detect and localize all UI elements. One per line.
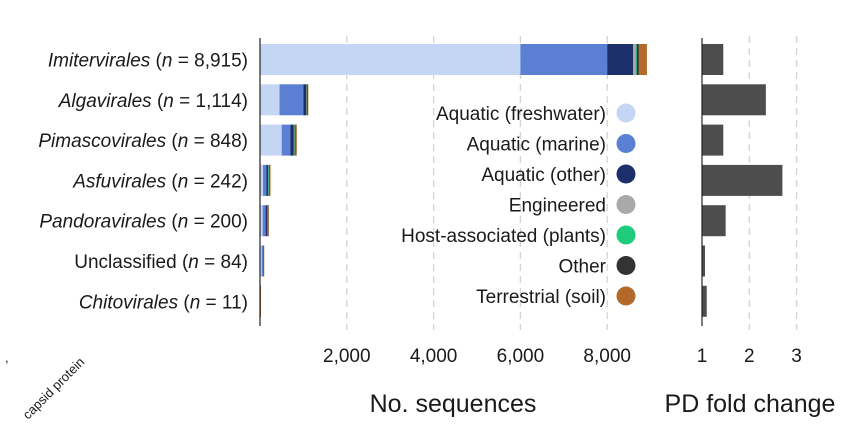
bar-segment: [294, 124, 295, 156]
bar-segment: [636, 44, 639, 75]
bar-segment: [307, 84, 309, 116]
bar-segment: [260, 285, 262, 317]
pd-bar: [702, 84, 766, 116]
bar-segment: [306, 84, 308, 116]
bar-segment: [638, 44, 647, 75]
category-name: Imitervirales: [48, 51, 151, 72]
side-label: capsid protein: [20, 354, 88, 422]
sequences-tick-label: 2,000: [323, 346, 371, 367]
legend-marker: [616, 103, 636, 123]
pd-axis-title: PD fold change: [665, 390, 836, 418]
legend-marker: [616, 134, 636, 153]
category-label: Pimascovirales (n = 848): [38, 131, 248, 152]
bar-segment: [268, 164, 270, 196]
bar-segment: [262, 205, 266, 237]
pd-bar: [702, 164, 783, 196]
legend-label: Other: [558, 257, 606, 278]
bar-segment: [265, 205, 268, 237]
legend-marker: [616, 256, 636, 275]
bar-segment: [263, 245, 265, 277]
bar-segment: [261, 245, 264, 277]
category-name: Pandoravirales: [39, 212, 166, 233]
legend: Aquatic (freshwater) Aquatic (marine) Aqua…: [401, 103, 636, 308]
pd-bar: [702, 205, 726, 237]
category-name: Algavirales: [58, 91, 152, 112]
bar-segment: [263, 245, 264, 277]
bar-segment: [268, 205, 269, 237]
legend-label: Engineered: [509, 196, 606, 217]
legend-label: Terrestrial (soil): [476, 287, 606, 308]
pd-bar: [702, 124, 724, 156]
legend-label: Aquatic (other): [481, 165, 606, 186]
category-count: = 242): [188, 171, 248, 192]
bar-segment: [306, 84, 307, 116]
pd-bar: [702, 245, 705, 277]
bar-segment: [263, 164, 267, 196]
category-name: Unclassified: [74, 252, 176, 273]
bar-segment: [268, 164, 270, 196]
pd-bar: [702, 44, 724, 75]
legend-marker: [616, 164, 636, 184]
bar-segment: [303, 84, 307, 116]
category-labels: Imitervirales (n = 8,915) Algavirales (n …: [38, 51, 248, 314]
pd-tick-labels: 1 2 3: [697, 346, 802, 367]
bar-segment: [260, 245, 262, 277]
category-label: Chitovirales (n = 11): [79, 292, 248, 313]
category-name: Pimascovirales: [38, 131, 166, 152]
sequences-tick-labels: 2,000 4,000 6,000 8,000: [323, 346, 631, 367]
bar-segment: [293, 124, 295, 156]
bar-segment: [607, 44, 634, 75]
sequences-gridlines: [346, 36, 608, 330]
bar-segment: [267, 205, 269, 237]
category-count: = 200): [188, 212, 248, 233]
sequences-tick-label: 6,000: [497, 346, 545, 367]
legend-marker: [616, 286, 636, 306]
pd-tick-label: 3: [791, 346, 802, 367]
legend-label: Host-associated (plants): [401, 226, 606, 247]
sequences-tick-label: 8,000: [583, 346, 631, 367]
bar-segment: [635, 44, 637, 75]
pd-bars: [702, 44, 783, 317]
category-label: Unclassified (n = 84): [74, 252, 248, 273]
category-label: Asfuvirales (n = 242): [72, 171, 248, 192]
bar-segment: [269, 164, 271, 196]
category-count: = 84): [199, 252, 248, 273]
sequences-tick-label: 4,000: [410, 346, 458, 367]
category-label: Algavirales (n = 1,114): [58, 91, 248, 112]
bar-segment: [260, 84, 280, 116]
bar-segment: [260, 164, 264, 196]
legend-marker: [616, 225, 636, 245]
category-name: Asfuvirales: [72, 171, 166, 192]
pd-tick-label: 1: [697, 346, 708, 367]
bar-segment: [294, 124, 296, 156]
pd-tick-label: 2: [744, 346, 755, 367]
legend-label: Aquatic (marine): [467, 135, 606, 156]
category-count: = 11): [200, 292, 248, 313]
legend-label: Aquatic (freshwater): [436, 104, 606, 125]
bar-segment: [290, 124, 294, 156]
category-name: Chitovirales: [79, 292, 179, 313]
legend-marker: [616, 195, 636, 214]
sequences-axis-title: No. sequences: [370, 390, 537, 418]
category-count: = 8,915): [172, 51, 248, 72]
category-count: = 848): [188, 131, 248, 152]
bar-segment: [295, 124, 297, 156]
bar-segment: [260, 124, 282, 156]
pd-bar: [702, 285, 707, 317]
category-label: Pandoravirales (n = 200): [39, 212, 248, 233]
bar-segment: [281, 124, 291, 156]
side-label-mark: ,: [5, 350, 9, 365]
sequences-bars: [260, 44, 647, 317]
category-count: = 1,114): [174, 91, 248, 112]
category-label: Imitervirales (n = 8,915): [48, 51, 248, 72]
bar-segment: [520, 44, 608, 75]
bar-segment: [633, 44, 636, 75]
bar-segment: [266, 164, 269, 196]
bar-segment: [260, 205, 263, 237]
bar-segment: [260, 44, 521, 75]
bar-segment: [279, 84, 304, 116]
